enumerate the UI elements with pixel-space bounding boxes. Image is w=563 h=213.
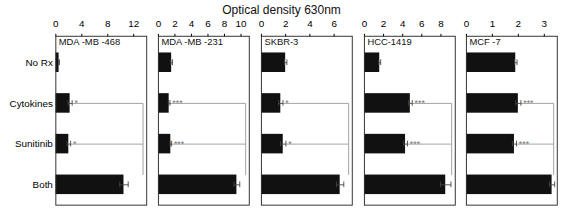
svg-text:MDA -MB -231: MDA -MB -231: [162, 37, 223, 47]
svg-text:MCF -7: MCF -7: [470, 37, 501, 47]
svg-text:4: 4: [189, 18, 195, 29]
svg-text:***: ***: [519, 139, 530, 149]
svg-text:2: 2: [380, 18, 385, 29]
svg-text:12: 12: [128, 18, 139, 29]
html-text:Optical density 630nm: Optical density 630nm: [222, 3, 341, 17]
svg-text:0: 0: [361, 18, 367, 29]
svg-text:0: 0: [156, 18, 162, 29]
svg-text:8: 8: [105, 18, 111, 29]
svg-text:8: 8: [438, 18, 444, 29]
svg-text:4: 4: [400, 18, 406, 29]
svg-text:Both: Both: [33, 179, 53, 190]
svg-text:*: *: [285, 98, 289, 108]
svg-text:4: 4: [307, 18, 313, 29]
svg-text:0: 0: [259, 18, 265, 29]
svg-text:0: 0: [53, 18, 59, 29]
svg-text:HCC-1419: HCC-1419: [367, 37, 411, 47]
svg-text:MDA -MB -468: MDA -MB -468: [59, 37, 120, 47]
svg-text:2: 2: [283, 18, 288, 29]
svg-text:2: 2: [172, 18, 177, 29]
svg-text:*: *: [73, 139, 77, 149]
svg-text:6: 6: [419, 18, 425, 29]
svg-text:10: 10: [236, 18, 247, 29]
svg-text:4: 4: [79, 18, 85, 29]
svg-text:*: *: [288, 139, 292, 149]
svg-text:Cytokines: Cytokines: [10, 98, 53, 109]
svg-text:6: 6: [331, 18, 337, 29]
svg-text:Sunitinib: Sunitinib: [15, 138, 53, 149]
svg-text:***: ***: [523, 98, 534, 108]
svg-text:8: 8: [222, 18, 228, 29]
svg-text:***: ***: [414, 98, 425, 108]
svg-text:***: ***: [172, 98, 183, 108]
svg-text:1: 1: [490, 18, 495, 29]
svg-text:***: ***: [174, 139, 185, 149]
svg-text:3: 3: [542, 18, 548, 29]
svg-text:***: ***: [409, 139, 420, 149]
svg-text:0: 0: [464, 18, 470, 29]
svg-text:SKBR-3: SKBR-3: [264, 37, 298, 47]
svg-text:*: *: [74, 98, 78, 108]
svg-text:6: 6: [205, 18, 211, 29]
svg-text:2: 2: [516, 18, 521, 29]
svg-text:No Rx: No Rx: [25, 57, 52, 68]
